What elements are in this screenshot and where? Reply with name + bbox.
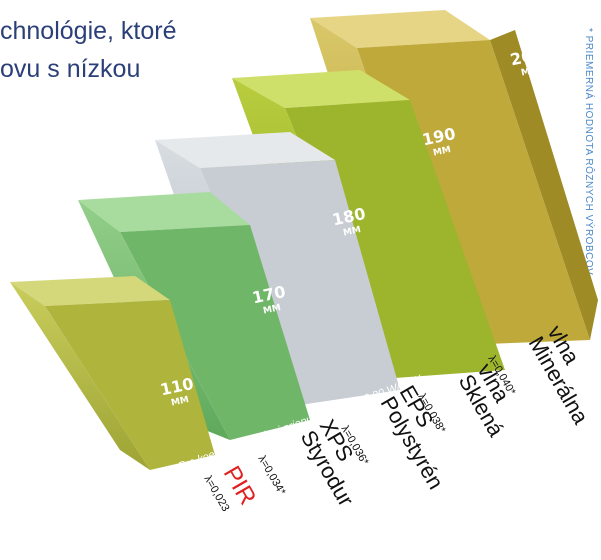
svg-text:MM: MM xyxy=(520,65,540,79)
svg-text:MM: MM xyxy=(170,395,190,409)
headline: chnológie, ktoré ovu s nízkou xyxy=(0,12,300,88)
side-note: * PRIEMERNÁ HODNOTA RÔZNYCH VÝROBCOV xyxy=(583,28,594,276)
svg-text:MM: MM xyxy=(262,303,282,317)
lambda-label-xps: λ=0,034* xyxy=(255,454,288,498)
svg-text:MM: MM xyxy=(432,145,452,159)
headline-line-2: ovu s nízkou xyxy=(0,55,141,83)
headline-line-1: chnológie, ktoré xyxy=(0,17,177,45)
svg-text:MM: MM xyxy=(342,225,362,239)
svg-text:λ=0,034*: λ=0,034* xyxy=(255,454,288,498)
block-pir xyxy=(10,276,215,470)
